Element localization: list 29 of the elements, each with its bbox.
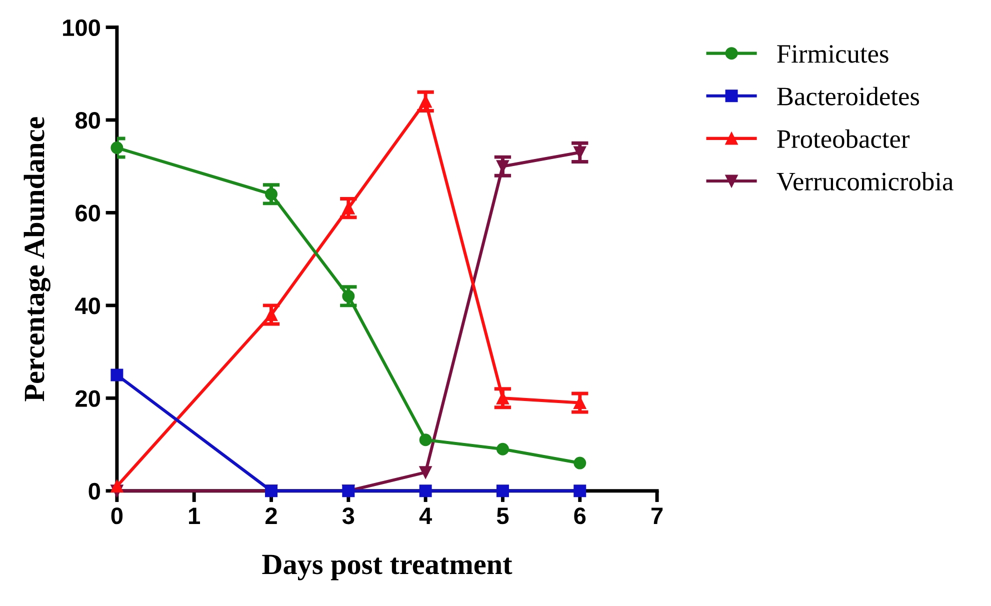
legend-label: Bacteroidetes <box>777 86 920 106</box>
point <box>419 484 432 498</box>
x-tick-label: 7 <box>651 508 663 524</box>
x-tick-label: 4 <box>419 508 432 524</box>
point <box>110 368 124 382</box>
x-tick-label: 2 <box>266 507 277 524</box>
x-axis-title: Days post treatment <box>262 554 512 580</box>
y-tick-label: 20 <box>76 390 100 407</box>
point <box>419 466 432 479</box>
legend-label: Firmicutes <box>777 45 888 63</box>
y-tick-label: 0 <box>88 482 100 500</box>
x-tick-label: 3 <box>342 507 354 524</box>
legend-label: Verrucomicrobia <box>776 172 954 191</box>
point <box>574 456 586 470</box>
point <box>110 480 124 492</box>
x-tick-label: 5 <box>496 508 509 524</box>
point <box>419 434 432 446</box>
point <box>496 484 509 498</box>
x-tick-label: 1 <box>189 508 200 524</box>
y-tick-label: 100 <box>63 19 100 36</box>
y-axis-title: Percentage Abundance <box>24 117 50 402</box>
y-tick-label: 80 <box>75 112 100 129</box>
x-tick-label: 6 <box>574 507 586 524</box>
y-tick-label: 40 <box>75 297 100 314</box>
legend-label: Proteobacter <box>777 129 910 148</box>
x-tick-label: 0 <box>111 507 123 524</box>
point <box>574 484 586 498</box>
y-tick-label: 60 <box>76 204 100 222</box>
point <box>496 442 509 456</box>
